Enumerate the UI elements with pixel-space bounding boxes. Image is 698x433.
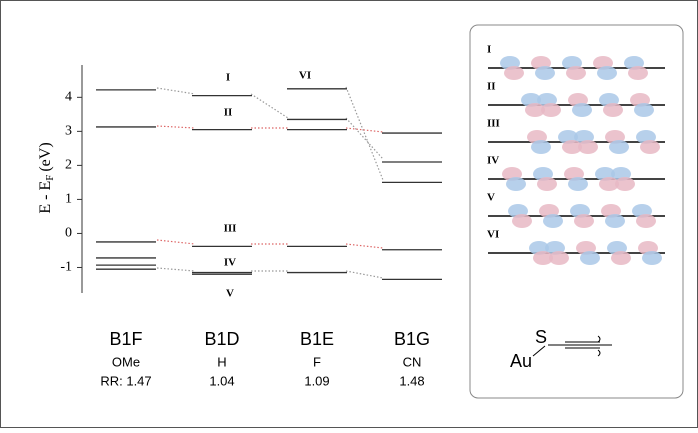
au-label: Au: [510, 351, 532, 371]
rr-label: 1.48: [399, 373, 424, 388]
orbital-lobe: [543, 214, 563, 228]
category-label: B1G: [394, 329, 430, 349]
substituent-label: F: [313, 354, 321, 369]
y-label-unit: (eV): [37, 142, 54, 171]
orbital-lobe: [603, 103, 623, 117]
orbital-lobe: [525, 103, 545, 117]
annotation: VI: [299, 70, 311, 82]
category-label: B1E: [300, 329, 334, 349]
orbital-lobe: [566, 66, 586, 80]
orbital-lobe: [572, 103, 592, 117]
y-tick-label: 0: [65, 226, 72, 241]
annotation: II: [224, 107, 233, 119]
connector: [156, 125, 196, 129]
connector: [250, 93, 289, 119]
annotation: I: [226, 72, 230, 84]
orbital-lobe: [597, 66, 617, 80]
orbital-lobe: [580, 251, 600, 265]
orbital-lobe: [533, 251, 553, 265]
connector: [345, 270, 384, 279]
connector: [345, 243, 384, 249]
orbital-label: II: [487, 81, 496, 93]
orbital-lobe: [506, 177, 526, 191]
y-axis-label: E - EF (eV): [37, 142, 56, 213]
rr-label: RR: 1.47: [100, 373, 151, 388]
orbital-lobe: [535, 66, 555, 80]
annotation: III: [224, 223, 237, 235]
orbital-lobe: [636, 214, 656, 228]
connector: [156, 239, 196, 245]
connectors: [156, 86, 384, 279]
connector: [156, 87, 196, 95]
orbital-lobe: [634, 103, 654, 117]
orbital-label: VI: [487, 229, 499, 241]
orbital-lobe: [531, 140, 551, 154]
category-label: B1D: [204, 329, 239, 349]
orbital-lobe: [512, 214, 532, 228]
connector: [156, 267, 196, 272]
y-tick-label: 2: [65, 158, 72, 173]
orbital-lobe: [640, 140, 660, 154]
annotation: V: [226, 288, 234, 300]
orbital-label: IV: [487, 155, 499, 167]
annotation: IV: [224, 257, 236, 269]
orbital-lobe: [609, 140, 629, 154]
orbital-lobe: [599, 177, 619, 191]
connector: [345, 86, 384, 181]
orbital-label: III: [487, 118, 500, 130]
category-label: B1F: [109, 329, 142, 349]
y-tick-label: 3: [65, 124, 72, 139]
substituent-label: OMe: [112, 354, 140, 369]
orbital-lobe: [549, 251, 569, 265]
y-tick-label: 1: [65, 192, 72, 207]
orbital-lobe: [568, 177, 588, 191]
connector: [345, 117, 384, 160]
bond: [532, 345, 546, 357]
connector: [345, 127, 384, 133]
orbital-lobe: [541, 103, 561, 117]
substituent-label: H: [217, 354, 226, 369]
orbital-lobe: [611, 251, 631, 265]
y-tick-label: 4: [65, 90, 72, 105]
rr-label: 1.04: [209, 373, 234, 388]
orbital-label: I: [487, 44, 491, 56]
y-label-main: E - E: [37, 181, 54, 214]
wavy-bond: [597, 335, 601, 357]
orbital-lobe: [628, 66, 648, 80]
orbital-lobe: [642, 251, 662, 265]
level-annotations: I II III IV V VI: [224, 70, 312, 300]
orbital-lobe: [574, 214, 594, 228]
orbital-lobe: [578, 140, 598, 154]
orbital-lobe: [562, 140, 582, 154]
s-label: S: [535, 327, 547, 347]
orbital-label: V: [487, 192, 495, 204]
orbital-lobe: [605, 214, 625, 228]
orbital-lobe: [504, 66, 524, 80]
orbital-lobe: [615, 177, 635, 191]
y-label-sub: F: [44, 175, 56, 181]
y-tick-label: -1: [60, 260, 72, 275]
orbital-lobe: [537, 177, 557, 191]
rr-label: 1.09: [304, 373, 329, 388]
substituent-label: CN: [403, 354, 422, 369]
